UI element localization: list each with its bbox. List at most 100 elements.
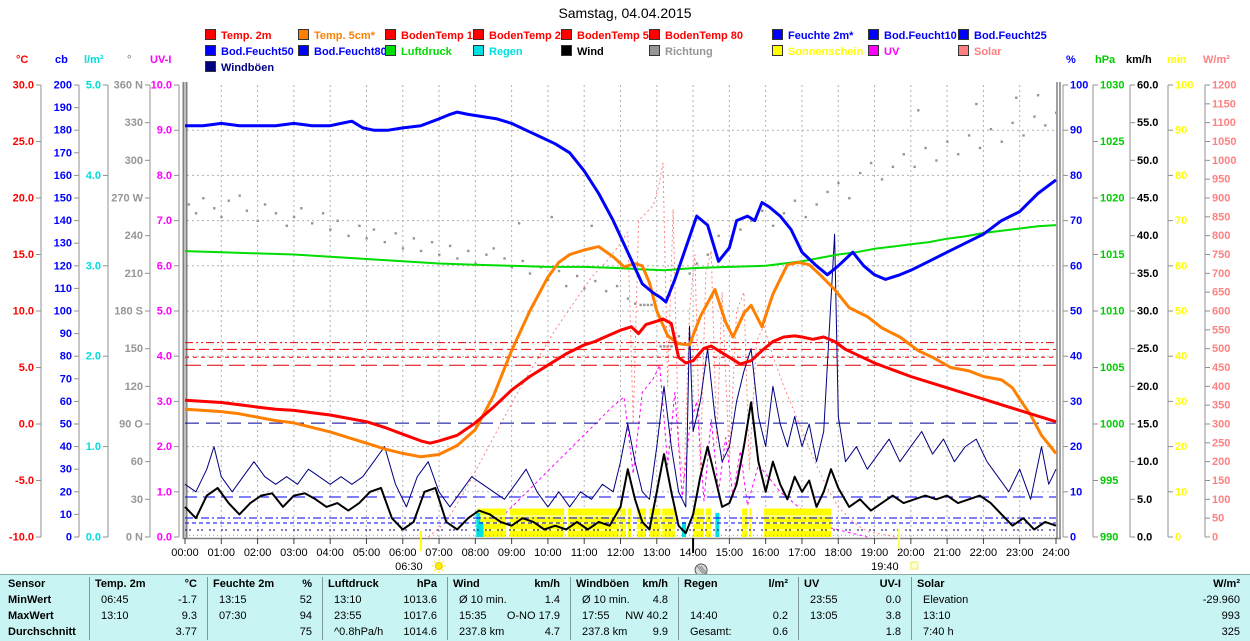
svg-text:0: 0	[1175, 532, 1181, 544]
legend-item-bodentemp-80: BodenTemp 80	[649, 29, 743, 42]
cell-windb-en-time: Ø 10 min.	[582, 594, 630, 606]
svg-text:-10.0: -10.0	[9, 532, 34, 544]
cell-wind-value: 1.4	[544, 594, 560, 606]
legend-swatch-bod-feucht10	[868, 29, 879, 40]
svg-text:07:00: 07:00	[425, 547, 453, 559]
cell-wind-value: O-NO 17.9	[506, 610, 560, 622]
table-separator	[89, 577, 90, 640]
svg-text:70: 70	[1070, 215, 1082, 227]
svg-text:6.0: 6.0	[157, 260, 172, 272]
day-markers: 06:30 19:40	[395, 529, 919, 577]
legend-label: Bod.Feucht50	[221, 46, 294, 58]
svg-text:8.0: 8.0	[157, 170, 172, 182]
svg-text:360 N: 360 N	[114, 80, 143, 92]
legend-swatch-feuchte-2m	[772, 29, 783, 40]
svg-text:00:00: 00:00	[171, 547, 199, 559]
svg-text:50: 50	[1070, 306, 1082, 318]
cell-luftdruck-value: 1017.6	[403, 610, 437, 622]
svg-text:30: 30	[1070, 396, 1082, 408]
legend-item-solar: Solar	[958, 45, 1002, 58]
sunrise-sun-icon	[431, 559, 446, 573]
legend-swatch-bodentemp-25	[473, 29, 484, 40]
svg-text:10: 10	[1175, 486, 1187, 498]
legend-swatch-bod-feucht25	[958, 29, 969, 40]
svg-text:150: 150	[125, 343, 143, 355]
axis-wm2: 1200115011001050100095090085080075070065…	[1204, 80, 1236, 544]
legend-swatch-bodentemp-50	[561, 29, 572, 40]
svg-text:650: 650	[1212, 287, 1230, 299]
legend-swatch-solar	[958, 45, 969, 56]
grid	[187, 85, 1056, 537]
svg-text:240: 240	[125, 230, 143, 242]
cell-luftdruck-time: 23:55	[334, 610, 362, 622]
legend-item-feuchte-2m: Feuchte 2m*	[772, 29, 853, 42]
axis-lm2: 5.0 4.0 3.0 2.0 1.0 0.0	[86, 80, 109, 544]
legend-label: Temp. 5cm*	[314, 30, 375, 42]
svg-text:60.0: 60.0	[1137, 80, 1158, 92]
svg-text:0.0: 0.0	[1137, 532, 1152, 544]
svg-text:170: 170	[54, 147, 72, 159]
svg-text:20: 20	[1070, 441, 1082, 453]
table-separator	[570, 577, 571, 640]
legend-swatch-bodentemp-80	[649, 29, 660, 40]
series-feuchte-2m	[185, 110, 1057, 304]
cell-luftdruck-time: 13:10	[334, 594, 362, 606]
legend-label: BodenTemp 25	[489, 30, 568, 42]
svg-text:5.0: 5.0	[86, 80, 101, 92]
legend-label: Regen	[489, 46, 523, 58]
axis-header-hpa: hPa	[1095, 54, 1116, 66]
table-separator	[322, 577, 323, 640]
svg-text:21:00: 21:00	[933, 547, 961, 559]
legend-swatch-richtung	[649, 45, 660, 56]
cell-temp-2m-value: 9.3	[181, 610, 197, 622]
legend-swatch-bod-feucht80	[298, 45, 309, 56]
legend-label: Windböen	[221, 62, 275, 74]
legend-item-bod-feucht80: Bod.Feucht80	[298, 45, 387, 58]
svg-text:40: 40	[60, 441, 72, 453]
cell-solar-value: -29.960	[1202, 594, 1240, 606]
svg-text:20: 20	[60, 486, 72, 498]
legend-label: Solar	[974, 46, 1002, 58]
legend-item-bodentemp-50: BodenTemp 50	[561, 29, 655, 42]
series-temp-2m	[184, 317, 1057, 445]
svg-text:30: 30	[60, 464, 72, 476]
group-header-uv: UV	[804, 578, 820, 590]
weather-chart: 30.025.020.015.010.05.00.0-5.0-10.020019…	[9, 80, 1236, 577]
legend-item-bod-feucht10: Bod.Feucht10	[868, 29, 957, 42]
svg-text:1025: 1025	[1100, 136, 1124, 148]
legend-item-bodentemp-10: BodenTemp 10	[385, 29, 479, 42]
legend-item-temp-2m: Temp. 2m	[205, 29, 272, 42]
axis-header-lm2: l/m²	[84, 54, 104, 66]
group-unit-uv: UV-I	[879, 578, 901, 590]
svg-text:180: 180	[54, 125, 72, 137]
svg-text:10.0: 10.0	[13, 306, 34, 318]
axis-kmh: 60.0 55.0 50.0 45.0 40.0 35.0 30.0 25.0 20.0 15.0…	[1129, 80, 1158, 544]
svg-text:200: 200	[1212, 456, 1230, 468]
svg-text:12:00: 12:00	[607, 547, 635, 559]
group-header-windb-en: Windböen	[576, 578, 630, 590]
cell-windb-en-time: 237.8 km	[582, 626, 628, 638]
svg-text:20:00: 20:00	[897, 547, 925, 559]
legend-swatch-temp-2m	[205, 29, 216, 40]
legend-swatch-wind	[561, 45, 572, 56]
svg-text:40.0: 40.0	[1137, 230, 1158, 242]
svg-text:210: 210	[125, 268, 143, 280]
svg-text:04:00: 04:00	[316, 547, 344, 559]
svg-text:5.0: 5.0	[19, 362, 34, 374]
svg-text:90: 90	[60, 328, 72, 340]
svg-text:1030: 1030	[1100, 80, 1124, 92]
legend-item-luftdruck: Luftdruck	[385, 45, 452, 58]
svg-text:01:00: 01:00	[208, 547, 236, 559]
legend-item-sonnenschein: Sonnenschein	[772, 45, 863, 58]
svg-text:10:00: 10:00	[534, 547, 562, 559]
group-header-solar: Solar	[917, 578, 945, 590]
svg-text:7.0: 7.0	[157, 215, 172, 227]
table-separator	[447, 577, 448, 640]
legend-item-bod-feucht25: Bod.Feucht25	[958, 29, 1047, 42]
svg-text:190: 190	[54, 102, 72, 114]
legend-label: Feuchte 2m*	[788, 30, 854, 42]
cell-solar-time: Elevation	[923, 594, 969, 606]
series-windboeen	[184, 233, 1057, 508]
legend-swatch-luftdruck	[385, 45, 396, 56]
